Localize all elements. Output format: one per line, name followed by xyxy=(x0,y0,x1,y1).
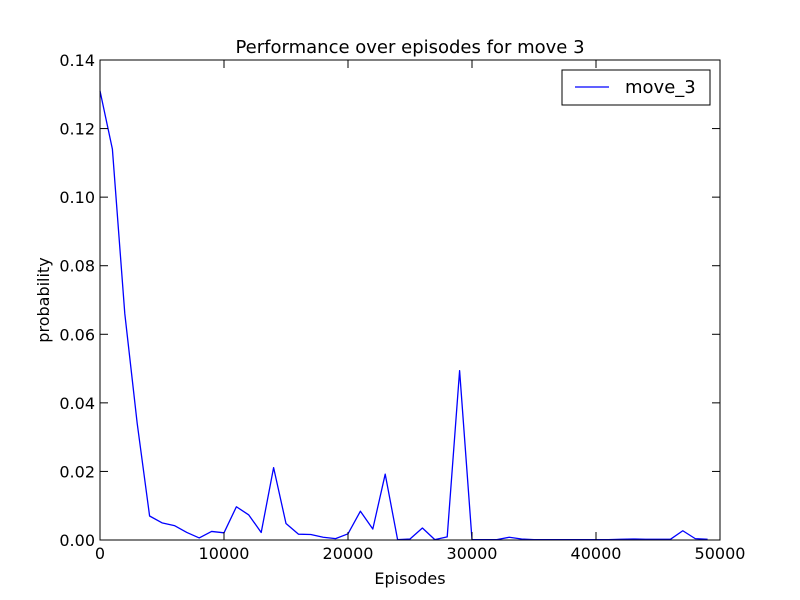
x-axis-label: Episodes xyxy=(374,569,445,588)
y-tick-label: 0.02 xyxy=(59,462,95,481)
y-tick-label: 0.14 xyxy=(59,51,95,70)
series-line-move_3 xyxy=(99,90,708,541)
y-tick-label: 0.00 xyxy=(59,531,95,550)
y-tick-label: 0.06 xyxy=(59,325,95,344)
plot-frame xyxy=(99,59,721,541)
y-tick-label: 0.12 xyxy=(59,120,95,139)
y-tick-label: 0.04 xyxy=(59,394,95,413)
chart-title: Performance over episodes for move 3 xyxy=(235,37,584,58)
x-tick-label: 40000 xyxy=(571,544,622,563)
y-tick-label: 0.10 xyxy=(59,188,95,207)
y-axis-label: probability xyxy=(34,257,53,342)
y-tick-label: 0.08 xyxy=(59,257,95,276)
x-tick-label: 20000 xyxy=(323,544,374,563)
legend: move_3 xyxy=(561,69,711,106)
x-tick-label: 50000 xyxy=(695,544,746,563)
x-tick-label: 0 xyxy=(95,544,105,563)
x-tick-label: 10000 xyxy=(199,544,250,563)
x-tick-label: 30000 xyxy=(447,544,498,563)
plot-area: 0 10000 20000 30000 40000 50000 0.00 0.02 0.04 0.… xyxy=(59,51,745,563)
legend-label: move_3 xyxy=(625,77,696,98)
